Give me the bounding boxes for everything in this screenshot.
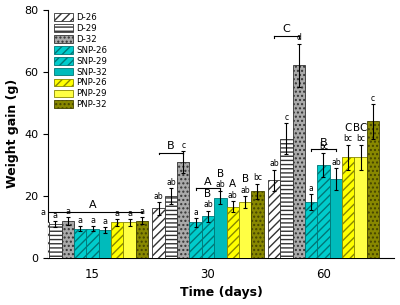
- Bar: [354, 157, 367, 258]
- Text: ab: ab: [203, 200, 213, 209]
- Bar: [280, 138, 292, 258]
- Bar: [62, 221, 74, 258]
- Bar: [49, 224, 62, 258]
- Text: a: a: [140, 207, 144, 216]
- Text: ab: ab: [269, 159, 279, 168]
- Bar: [226, 207, 239, 258]
- Text: ab: ab: [216, 181, 225, 189]
- Legend: D-26, D-29, D-32, SNP-26, SNP-29, SNP-32, PNP-26, PNP-29, PNP-32: D-26, D-29, D-32, SNP-26, SNP-29, SNP-32…: [52, 11, 109, 111]
- Text: a: a: [102, 217, 107, 226]
- Text: B: B: [320, 138, 327, 148]
- Text: a: a: [65, 206, 70, 216]
- Text: d: d: [296, 34, 301, 42]
- Text: ab: ab: [228, 191, 238, 200]
- Bar: [99, 230, 111, 258]
- Text: bc: bc: [344, 135, 353, 143]
- Bar: [268, 181, 280, 258]
- Text: a: a: [40, 208, 46, 217]
- Bar: [37, 222, 49, 258]
- Text: ab: ab: [154, 192, 163, 201]
- Y-axis label: Weight gain (g): Weight gain (g): [6, 79, 18, 188]
- Text: a: a: [127, 209, 132, 218]
- Bar: [190, 222, 202, 258]
- Text: bc: bc: [319, 142, 328, 151]
- Bar: [202, 216, 214, 258]
- Text: bc: bc: [253, 173, 262, 182]
- Text: bc: bc: [356, 135, 365, 143]
- X-axis label: Time (days): Time (days): [180, 286, 263, 300]
- Bar: [165, 196, 177, 258]
- Text: B: B: [167, 141, 175, 151]
- Bar: [177, 162, 190, 258]
- Bar: [111, 222, 124, 258]
- Text: a: a: [115, 209, 120, 218]
- Text: A: A: [204, 177, 212, 187]
- Bar: [124, 222, 136, 258]
- Bar: [330, 179, 342, 258]
- Text: a: a: [309, 184, 314, 193]
- Bar: [292, 66, 305, 258]
- Text: C: C: [344, 123, 352, 133]
- Text: B: B: [242, 174, 249, 184]
- Bar: [367, 121, 379, 258]
- Text: c: c: [371, 94, 375, 103]
- Text: a: a: [193, 207, 198, 217]
- Text: c: c: [284, 113, 288, 122]
- Text: ab: ab: [240, 186, 250, 195]
- Bar: [86, 229, 99, 258]
- Bar: [342, 157, 354, 258]
- Bar: [152, 208, 165, 258]
- Text: B: B: [204, 189, 212, 199]
- Text: C: C: [282, 24, 290, 34]
- Text: ab: ab: [166, 178, 176, 187]
- Bar: [305, 202, 317, 258]
- Bar: [239, 202, 251, 258]
- Text: ab: ab: [331, 158, 341, 167]
- Bar: [317, 165, 330, 258]
- Text: a: a: [78, 216, 83, 225]
- Text: A: A: [89, 200, 96, 210]
- Bar: [251, 191, 264, 258]
- Text: a: a: [90, 216, 95, 224]
- Bar: [136, 221, 148, 258]
- Text: c: c: [181, 141, 185, 150]
- Text: a: a: [53, 211, 58, 220]
- Bar: [214, 198, 226, 258]
- Text: A: A: [229, 179, 236, 189]
- Bar: [74, 229, 86, 258]
- Text: BC: BC: [354, 123, 368, 133]
- Text: B: B: [217, 169, 224, 179]
